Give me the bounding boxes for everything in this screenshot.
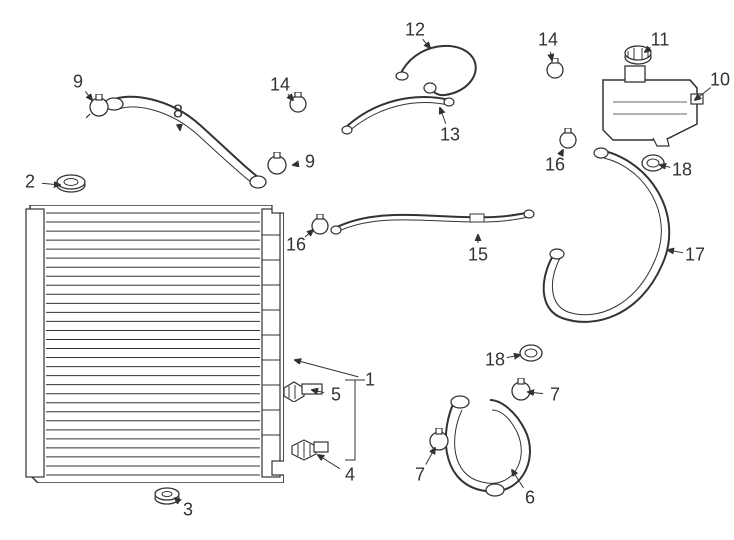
leader-lines xyxy=(0,0,734,540)
callout-8: 8 xyxy=(173,102,183,123)
callout-11: 11 xyxy=(651,30,670,51)
callout-7: 7 xyxy=(415,465,425,486)
callout-7: 7 xyxy=(550,385,560,406)
callout-18: 18 xyxy=(485,350,505,371)
callout-14: 14 xyxy=(270,75,290,96)
callout-16: 16 xyxy=(286,235,306,256)
callout-9: 9 xyxy=(73,72,83,93)
callout-16: 16 xyxy=(545,155,565,176)
callout-18: 18 xyxy=(672,160,692,181)
callout-15: 15 xyxy=(468,245,488,266)
callout-13: 13 xyxy=(440,125,460,146)
callout-10: 10 xyxy=(710,70,730,91)
callout-14: 14 xyxy=(538,30,558,51)
callout-17: 17 xyxy=(685,245,705,266)
callout-5: 5 xyxy=(331,385,341,406)
callout-4: 4 xyxy=(345,465,355,486)
callout-6: 6 xyxy=(525,488,535,509)
callout-1: 1 xyxy=(365,370,375,391)
callout-3: 3 xyxy=(183,500,193,521)
callout-12: 12 xyxy=(405,20,425,41)
callout-2: 2 xyxy=(25,172,35,193)
callout-9: 9 xyxy=(305,152,315,173)
